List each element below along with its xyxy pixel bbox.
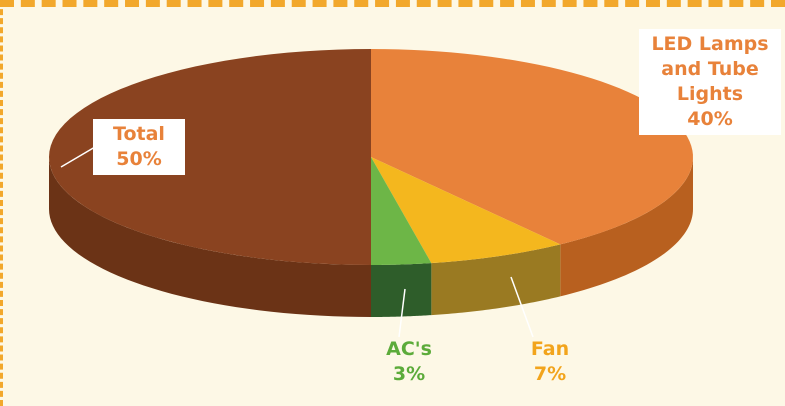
data-label: Fan 7%	[515, 337, 585, 387]
data-label: LED Lamps and Tube Lights 40%	[639, 29, 781, 135]
data-label: AC's 3%	[379, 337, 439, 387]
slice-side	[431, 244, 561, 316]
category-label: LED Lamps and Tube Lights	[651, 33, 769, 105]
category-label: Total	[113, 123, 165, 145]
slice-side	[49, 157, 371, 317]
leader-line	[510, 276, 534, 338]
slice	[49, 49, 371, 265]
leader-line	[60, 146, 96, 168]
category-label: AC's	[386, 338, 432, 360]
slice-side	[371, 263, 432, 317]
value-label: 7%	[533, 363, 567, 385]
slice	[371, 157, 561, 264]
value-label: 50%	[116, 148, 162, 170]
data-label: Total 50%	[93, 119, 185, 175]
slice	[371, 157, 432, 265]
leader-line	[398, 288, 406, 338]
value-label: 3%	[392, 363, 426, 385]
pie-chart	[49, 49, 693, 338]
slice-side	[560, 157, 693, 297]
value-label: 40%	[687, 108, 733, 130]
category-label: Fan	[530, 338, 570, 360]
slice	[371, 49, 693, 245]
